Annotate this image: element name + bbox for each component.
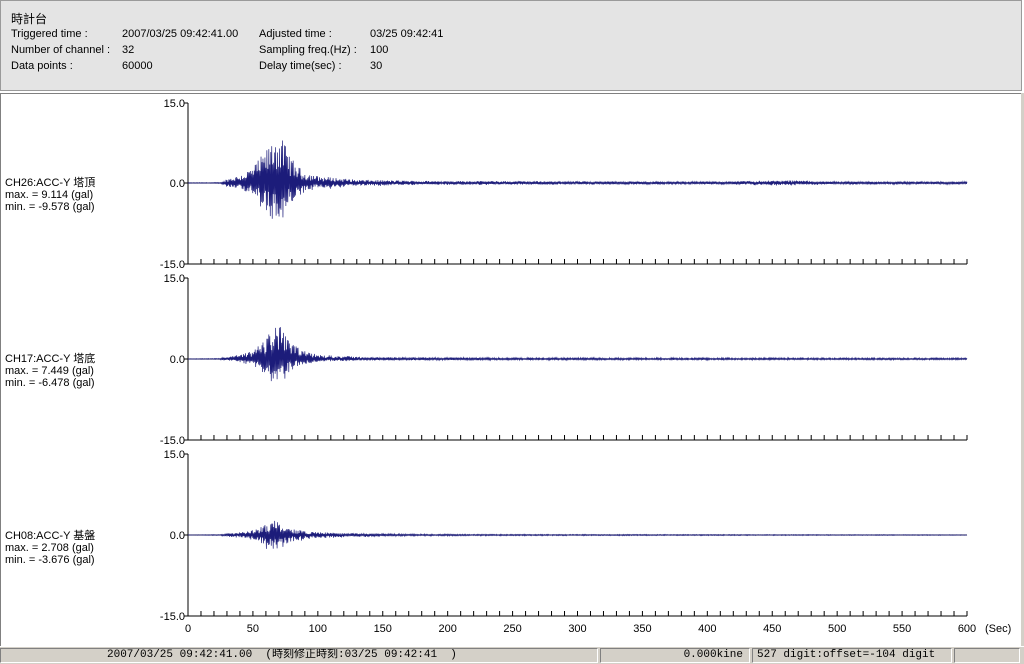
status-time: 2007/03/25 09:42:41.00 (時刻修正時刻:03/25 09:…	[0, 648, 598, 663]
sampling-freq-value: 100	[370, 44, 389, 56]
channel-name: CH08:ACC-Y 基盤	[5, 530, 96, 542]
waveform-2	[187, 520, 968, 549]
y-tick-label: 0.0	[170, 530, 185, 542]
y-tick-label: 0.0	[170, 354, 185, 366]
channel-max: max. = 2.708 (gal)	[5, 542, 94, 554]
channel-min: min. = -9.578 (gal)	[5, 201, 95, 213]
channel-name: CH17:ACC-Y 塔底	[5, 353, 96, 365]
x-tick-label: 550	[893, 623, 911, 635]
y-tick-label: 15.0	[164, 273, 185, 285]
status-velocity: 0.000kine	[600, 648, 750, 663]
channel-max: max. = 7.449 (gal)	[5, 365, 94, 377]
waveform-1	[187, 327, 968, 382]
x-tick-label: 0	[185, 623, 191, 635]
x-tick-label: 350	[633, 623, 651, 635]
station-title: 時計台	[11, 12, 48, 26]
waveform-plot-area[interactable]: CH26:ACC-Y 塔頂 max. = 9.114 (gal) min. = …	[0, 93, 1024, 646]
channel-info-ch26: CH26:ACC-Y 塔頂 max. = 9.114 (gal) min. = …	[5, 177, 95, 213]
y-tick-label: 15.0	[164, 98, 185, 110]
x-tick-label: 400	[698, 623, 716, 635]
data-points-value: 60000	[122, 60, 153, 72]
window-edge	[1021, 93, 1024, 646]
x-unit-label: (Sec)	[985, 623, 1011, 635]
channel-info-ch08: CH08:ACC-Y 基盤 max. = 2.708 (gal) min. = …	[5, 530, 95, 566]
info-header: 時計台 Triggered time : 2007/03/25 09:42:41…	[0, 0, 1022, 91]
channel-max: max. = 9.114 (gal)	[5, 189, 94, 201]
status-bar: 2007/03/25 09:42:41.00 (時刻修正時刻:03/25 09:…	[0, 647, 1024, 664]
x-tick-label: 450	[763, 623, 781, 635]
y-tick-label: -15.0	[160, 435, 185, 447]
x-tick-label: 300	[568, 623, 586, 635]
y-tick-label: -15.0	[160, 259, 185, 271]
x-tick-label: 150	[374, 623, 392, 635]
waveform-0	[187, 140, 968, 219]
channel-info-ch17: CH17:ACC-Y 塔底 max. = 7.449 (gal) min. = …	[5, 353, 95, 389]
adjusted-time-label: Adjusted time :	[259, 28, 332, 40]
channel-name: CH26:ACC-Y 塔頂	[5, 177, 96, 189]
status-empty-panel	[954, 648, 1020, 663]
y-tick-label: -15.0	[160, 611, 185, 623]
x-tick-label: 600	[958, 623, 976, 635]
channel-min: min. = -6.478 (gal)	[5, 377, 95, 389]
y-tick-label: 15.0	[164, 449, 185, 461]
channel-count-value: 32	[122, 44, 135, 56]
x-tick-label: 50	[247, 623, 259, 635]
channel-min: min. = -3.676 (gal)	[5, 554, 95, 566]
adjusted-time-value: 03/25 09:42:41	[370, 28, 444, 40]
x-tick-label: 250	[503, 623, 521, 635]
channel-count-label: Number of channel :	[11, 44, 111, 56]
x-tick-label: 500	[828, 623, 846, 635]
waveform-chart: 15.00.0-15.015.00.0-15.015.00.0-15.00 50 1…	[160, 98, 1011, 635]
status-digit: 527 digit:offset=-104 digit	[752, 648, 952, 663]
data-points-label: Data points :	[11, 60, 73, 72]
delay-time-value: 30	[370, 60, 383, 72]
x-tick-label: 200	[438, 623, 456, 635]
x-tick-label: 100	[309, 623, 327, 635]
triggered-time-value: 2007/03/25 09:42:41.00	[122, 28, 239, 40]
triggered-time-label: Triggered time :	[11, 28, 88, 40]
sampling-freq-label: Sampling freq.(Hz) :	[259, 44, 357, 56]
delay-time-label: Delay time(sec) :	[259, 60, 342, 72]
y-tick-label: 0.0	[170, 178, 185, 190]
